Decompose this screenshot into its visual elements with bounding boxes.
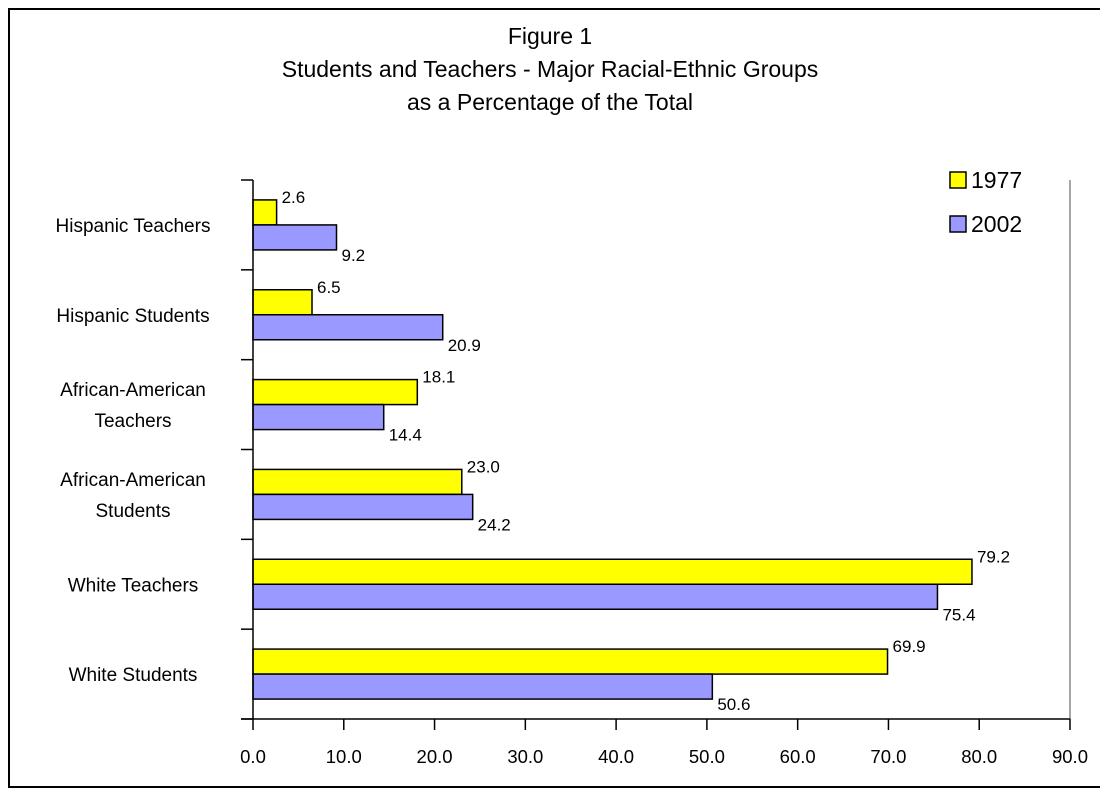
- bar-2002-1: [252, 314, 444, 341]
- category-label-5-0: White Students: [69, 665, 198, 686]
- x-tick-label-7: 70.0: [870, 746, 906, 767]
- x-tick-label-1: 10.0: [326, 746, 362, 767]
- chart-subtitle-line-1: Students and Teachers - Major Racial-Eth…: [281, 56, 819, 82]
- data-label-2002-2: 14.4: [389, 426, 422, 445]
- bar-1977-2: [252, 378, 419, 406]
- bar-1977-1: [252, 289, 313, 316]
- bar-1977-3: [252, 468, 463, 496]
- data-label-1977-2: 18.1: [422, 368, 455, 387]
- x-tick-label-3: 30.0: [507, 746, 543, 767]
- data-label-1977-3: 23.0: [467, 457, 500, 476]
- data-label-1977-1: 6.5: [317, 278, 341, 297]
- data-label-2002-0: 9.2: [342, 246, 366, 265]
- legend-label-2002: 2002: [971, 211, 1022, 237]
- x-tick-label-2: 20.0: [417, 746, 453, 767]
- x-tick-label-4: 40.0: [598, 746, 634, 767]
- category-label-2-1: Teachers: [94, 411, 171, 432]
- bar-2002-3: [252, 493, 474, 521]
- chart-title: Figure 1: [507, 23, 593, 49]
- chart-title-block: Figure 1 Students and Teachers - Major R…: [0, 20, 1100, 119]
- x-tick-label-0: 0.0: [240, 746, 266, 767]
- x-tick-label-9: 90.0: [1052, 746, 1088, 767]
- bar-1977-4: [252, 558, 973, 585]
- data-label-1977-4: 79.2: [977, 547, 1010, 566]
- chart-subtitle-line-2: as a Percentage of the Total: [407, 89, 693, 115]
- data-label-2002-3: 24.2: [478, 515, 511, 534]
- bar-2002-4: [252, 583, 939, 610]
- x-tick-label-5: 50.0: [689, 746, 725, 767]
- data-label-2002-4: 75.4: [942, 605, 975, 624]
- data-label-2002-5: 50.6: [717, 695, 750, 714]
- bar-2002-2: [252, 403, 385, 431]
- bar-2002-0: [252, 224, 338, 251]
- x-tick-label-6: 60.0: [780, 746, 816, 767]
- category-label-4-0: White Teachers: [68, 575, 199, 596]
- bar-1977-0: [252, 199, 278, 226]
- data-label-1977-0: 2.6: [282, 188, 306, 207]
- legend-swatch-2002: [949, 215, 967, 233]
- legend-label-1977: 1977: [971, 167, 1022, 193]
- data-label-1977-5: 69.9: [893, 637, 926, 656]
- category-label-2-0: African-American: [60, 380, 206, 401]
- category-label-3-1: Students: [96, 501, 171, 522]
- x-tick-label-8: 80.0: [961, 746, 997, 767]
- category-label-3-0: African-American: [60, 470, 206, 491]
- data-label-2002-1: 20.9: [448, 336, 481, 355]
- category-label-1-0: Hispanic Students: [56, 306, 209, 327]
- legend-swatch-1977: [949, 171, 967, 189]
- category-label-0-0: Hispanic Teachers: [56, 216, 211, 237]
- bar-1977-5: [252, 648, 889, 675]
- bar-2002-5: [252, 673, 714, 700]
